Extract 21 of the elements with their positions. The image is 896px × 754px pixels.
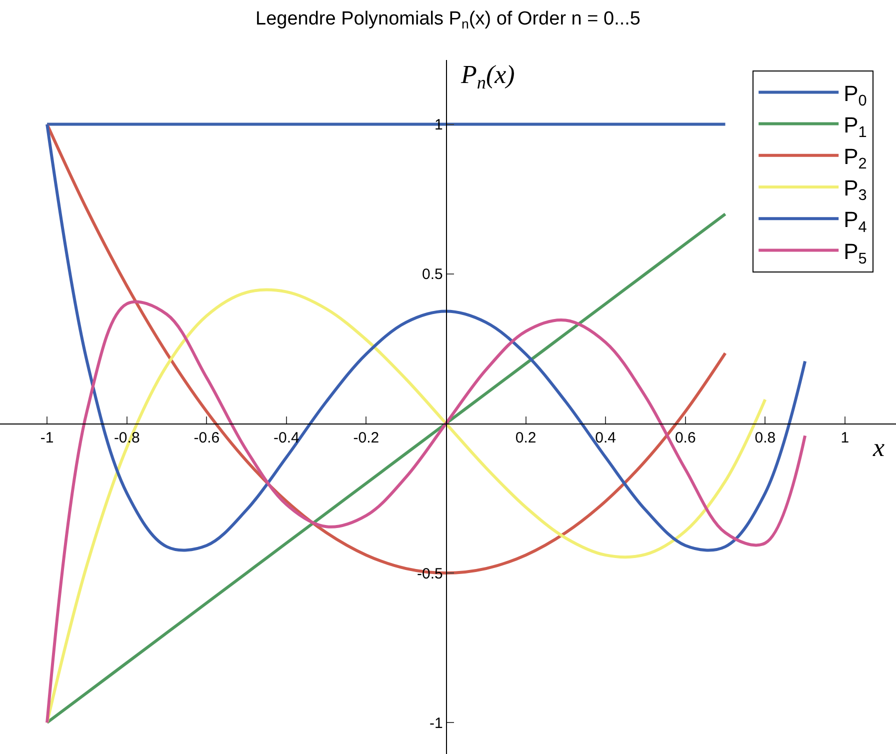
x-tick-label: 0.8: [754, 430, 776, 447]
legend-label: P$_{1}$: [844, 112, 867, 142]
x-tick-label: 0.4: [595, 430, 616, 447]
x-tick-label: 0.6: [674, 430, 696, 447]
legend-label: P$_{2}$: [844, 144, 867, 173]
legend-label: P$_{3}$: [844, 176, 867, 204]
x-tick-label: 1: [840, 430, 850, 447]
x-tick-label: -0.2: [353, 430, 380, 447]
x-tick-label: -0.6: [194, 430, 220, 447]
x-tick-label: -0.8: [114, 430, 140, 447]
legend-label: P$_{5}$: [844, 238, 867, 268]
chart-title: Legendre Polynomials P$_{n}$(x) of Order n = 0...5: [256, 8, 640, 32]
legend-label: P$_{0}$: [844, 80, 867, 110]
x-axis-title: x: [872, 433, 885, 462]
y-tick-label: -1: [430, 714, 443, 732]
y-axis-title: P$_{n}$(x): [460, 60, 515, 92]
x-tick-label: 0.2: [515, 430, 536, 447]
legend-label: P$_{4}$: [844, 207, 868, 236]
x-tick-label: -1: [40, 430, 54, 447]
x-tick-label: -0.4: [274, 430, 300, 447]
y-tick-label: 0.5: [422, 266, 443, 284]
